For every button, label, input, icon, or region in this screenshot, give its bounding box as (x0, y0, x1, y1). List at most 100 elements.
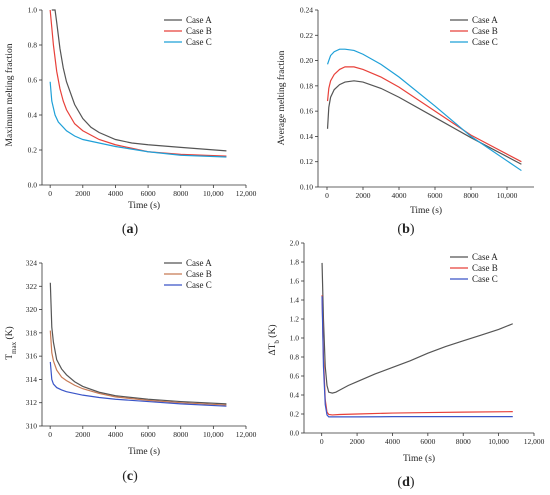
y-tick-label: 0.18 (300, 81, 313, 90)
x-tick-label: 4000 (108, 189, 123, 198)
series-line-1 (49, 282, 227, 405)
x-tick-label: 10,000 (203, 189, 224, 198)
series-line-2 (326, 66, 522, 163)
legend-label: Case B (186, 26, 212, 36)
y-tick-label: 0.12 (300, 157, 313, 166)
y-tick-label: 2.0 (290, 239, 300, 248)
chart-panel-1: 0 2000 4000 6000 8000 10,000 0.10 0.12 0.14 0.16 0… (276, 6, 534, 237)
legend-label: Case B (472, 263, 498, 273)
y-tick-label: 1.0 (28, 6, 38, 15)
y-tick-label: 0.0 (290, 429, 300, 438)
y-tick-label: 0.8 (28, 41, 38, 50)
y-tick-label: 0.4 (290, 391, 300, 400)
series-line-1 (326, 80, 522, 165)
y-tick-label: 310 (26, 422, 38, 431)
y-tick-label: 316 (26, 352, 38, 361)
y-tick-label: 324 (26, 259, 38, 268)
legend-label: Case A (472, 15, 498, 25)
x-tick-label: 6000 (141, 189, 156, 198)
x-tick-label: 6000 (141, 430, 156, 439)
y-tick-label: 1.0 (290, 334, 300, 343)
x-tick-label: 2000 (356, 191, 371, 200)
series-line-2 (49, 330, 227, 406)
y-axis-title: Average melting fraction (276, 50, 287, 145)
x-tick-label: 2000 (350, 437, 365, 446)
y-axis-title: Maximum melting fraction (4, 43, 15, 146)
x-tick-label: 2000 (75, 430, 90, 439)
x-tick-label: 10,000 (488, 437, 509, 446)
x-tick-label: 8000 (173, 430, 188, 439)
x-tick-label: 0 (320, 437, 324, 446)
legend-label: Case A (472, 252, 498, 262)
x-axis-title: Time (s) (410, 205, 442, 216)
series-line-1 (51, 9, 227, 152)
series-line-2 (321, 295, 513, 416)
y-axis-title: Tmax (K) (4, 326, 18, 359)
y-axis-title: ΔTb (K) (267, 325, 281, 356)
x-axis-title: Time (s) (403, 453, 435, 464)
chart-panel-2: 0 2000 4000 6000 8000 10,000 12,000 310 312 314 31… (4, 258, 257, 484)
legend-label: Case C (472, 37, 498, 47)
y-tick-label: 0.10 (300, 183, 313, 192)
x-tick-label: 10,000 (497, 191, 518, 200)
x-axis-title: Time (s) (128, 446, 160, 457)
x-tick-label: 4000 (108, 430, 123, 439)
y-tick-label: 318 (26, 328, 38, 337)
x-tick-label: 8000 (456, 437, 471, 446)
y-tick-label: 0.14 (300, 132, 313, 141)
legend-label: Case A (186, 258, 212, 268)
x-tick-label: 6000 (420, 437, 435, 446)
x-tick-label: 10,000 (203, 430, 224, 439)
x-tick-label: 12,000 (524, 437, 545, 446)
x-tick-label: 0 (48, 430, 52, 439)
y-tick-label: 0.4 (28, 111, 38, 120)
y-tick-label: 0.24 (300, 6, 313, 15)
y-tick-label: 1.6 (290, 277, 300, 286)
x-tick-label: 8000 (464, 191, 479, 200)
x-tick-label: 8000 (173, 189, 188, 198)
legend-label: Case C (186, 280, 212, 290)
x-tick-label: 4000 (385, 437, 400, 446)
panel-label: (b) (397, 222, 414, 237)
legend-label: Case B (186, 269, 212, 279)
y-tick-label: 0.0 (28, 181, 38, 190)
series-line-3 (321, 296, 513, 418)
chart-panel-3: 0 2000 4000 6000 8000 10,000 12,000 0.0 0.2 0.4 0.… (267, 239, 545, 491)
y-tick-label: 0.6 (290, 372, 300, 381)
y-tick-label: 1.2 (290, 315, 300, 324)
panel-label: (c) (122, 469, 138, 484)
series-line-3 (326, 48, 522, 172)
panel-label: (d) (397, 475, 414, 490)
y-tick-label: 0.20 (300, 56, 313, 65)
x-tick-label: 12,000 (236, 189, 257, 198)
y-tick-label: 0.2 (28, 146, 38, 155)
legend-label: Case C (186, 37, 212, 47)
legend-label: Case B (472, 26, 498, 36)
series-line-3 (49, 361, 227, 407)
x-tick-label: 2000 (75, 189, 90, 198)
y-tick-label: 0.22 (300, 31, 313, 40)
panel-label: (a) (122, 222, 139, 237)
series-line-3 (49, 81, 227, 158)
series-line-1 (321, 262, 513, 394)
x-tick-label: 0 (325, 191, 329, 200)
y-tick-label: 322 (26, 282, 38, 291)
chart-panel-0: 0 2000 4000 6000 8000 10,000 12,000 0.0 0.2 0.4 0.… (4, 6, 257, 238)
x-axis-title: Time (s) (128, 200, 160, 211)
y-tick-label: 0.16 (300, 107, 313, 116)
legend-label: Case C (472, 274, 498, 284)
y-tick-label: 314 (26, 375, 38, 384)
x-tick-label: 6000 (428, 191, 443, 200)
y-tick-label: 320 (26, 305, 38, 314)
y-tick-label: 1.4 (290, 296, 300, 305)
x-tick-label: 0 (48, 189, 52, 198)
y-tick-label: 1.8 (290, 258, 300, 267)
y-tick-label: 0.2 (290, 410, 300, 419)
x-tick-label: 4000 (392, 191, 407, 200)
y-tick-label: 0.8 (290, 353, 300, 362)
x-tick-label: 12,000 (236, 430, 257, 439)
y-tick-label: 312 (26, 398, 38, 407)
y-tick-label: 0.6 (28, 76, 38, 85)
